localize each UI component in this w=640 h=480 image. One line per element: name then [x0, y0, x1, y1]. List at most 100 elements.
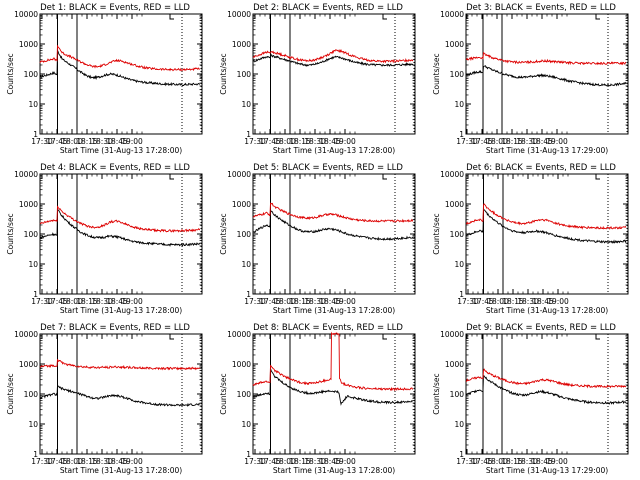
x-tick-label: 19:00	[334, 457, 356, 466]
chart-title: Det 9: BLACK = Events, RED = LLD	[466, 323, 616, 333]
x-tick-label: 17:45	[46, 297, 68, 306]
x-tick-label: 17:45	[259, 297, 281, 306]
corner-mark	[382, 14, 387, 20]
y-tick-label: 1000	[445, 40, 464, 49]
x-tick-label: 18:15	[501, 457, 523, 466]
corner-mark	[595, 14, 600, 20]
x-tick-label: 18:00	[274, 137, 296, 146]
x-tick-label: 17:30	[31, 137, 53, 146]
x-tick-label: 17:45	[46, 137, 68, 146]
chart-panel-2: Det 2: BLACK = Events, RED = LLD 1 10 100 10…	[219, 3, 416, 155]
y-tick-label: 10000	[14, 10, 38, 19]
x-tick-label: 17:30	[456, 457, 478, 466]
plot-frame	[252, 333, 416, 455]
corner-mark	[169, 174, 174, 180]
x-tick-label: 17:45	[471, 457, 493, 466]
x-tick-label: 18:45	[106, 297, 128, 306]
y-tick-label: 100	[24, 70, 39, 79]
x-tick-label: 18:30	[91, 457, 113, 466]
chart-panel-1: Det 1: BLACK = Events, RED = LLD 1 10 100 10…	[6, 3, 203, 155]
x-tick-label: 18:45	[319, 457, 341, 466]
x-tick-label: 18:30	[304, 297, 326, 306]
x-axis-label: Start Time (31-Aug-13 17:28:00)	[60, 466, 182, 475]
y-tick-label: 10	[28, 420, 38, 429]
x-tick-label: 18:15	[76, 297, 98, 306]
series-line-events-black	[465, 208, 627, 244]
series-line-lld-red	[466, 51, 627, 66]
x-tick-label: 17:45	[471, 137, 493, 146]
x-tick-label: 18:00	[486, 457, 508, 466]
series-line-lld-red	[252, 48, 414, 64]
x-tick-label: 17:30	[456, 137, 478, 146]
chart-title: Det 7: BLACK = Events, RED = LLD	[40, 323, 190, 333]
y-tick-label: 1	[33, 450, 38, 459]
plot-frame	[39, 333, 203, 455]
series-line-lld-red	[465, 368, 627, 389]
y-tick-label: 10	[241, 260, 251, 269]
series-line-lld-red	[39, 205, 201, 233]
x-tick-label: 18:15	[76, 457, 98, 466]
x-tick-label: 18:15	[289, 297, 311, 306]
y-tick-label: 10	[454, 260, 464, 269]
y-tick-label: 10000	[227, 330, 251, 339]
x-axis-label: Start Time (31-Aug-13 17:28:00)	[273, 306, 395, 315]
x-tick-label: 18:00	[61, 457, 83, 466]
y-tick-label: 1	[459, 290, 464, 299]
y-tick-label: 10000	[14, 330, 38, 339]
y-axis-label: Counts/sec	[219, 213, 228, 254]
plot-frame	[465, 333, 629, 455]
y-tick-label: 1000	[19, 40, 38, 49]
x-tick-label: 18:45	[531, 137, 553, 146]
x-tick-label: 17:45	[46, 457, 68, 466]
y-tick-label: 1	[246, 290, 251, 299]
x-tick-label: 19:00	[334, 137, 356, 146]
x-tick-label: 17:30	[31, 457, 53, 466]
x-tick-label: 18:15	[289, 137, 311, 146]
y-tick-label: 1	[246, 130, 251, 139]
y-axis-label: Counts/sec	[432, 213, 441, 254]
y-tick-label: 100	[237, 70, 252, 79]
y-tick-label: 1	[459, 130, 464, 139]
series-line-events-black	[39, 207, 201, 247]
x-tick-label: 17:45	[472, 297, 494, 306]
x-tick-label: 17:45	[259, 457, 281, 466]
x-tick-label: 18:45	[531, 457, 553, 466]
y-tick-label: 10000	[227, 170, 251, 179]
x-tick-label: 18:15	[289, 457, 311, 466]
x-tick-label: 17:30	[244, 297, 266, 306]
x-tick-label: 18:45	[106, 137, 128, 146]
chart-panel-3: Det 3: BLACK = Events, RED = LLD 1 10 100 10…	[432, 3, 629, 155]
series-line-events-black	[465, 65, 627, 87]
series-line-events-black	[39, 384, 201, 408]
chart-panel-9: Det 9: BLACK = Events, RED = LLD 1 10 100 10…	[432, 323, 629, 475]
x-tick-label: 18:15	[76, 137, 98, 146]
y-tick-label: 10	[241, 100, 251, 109]
y-tick-label: 1000	[232, 200, 251, 209]
x-tick-label: 19:00	[121, 457, 143, 466]
corner-mark	[169, 14, 174, 20]
x-tick-label: 18:30	[91, 137, 113, 146]
corner-mark	[595, 174, 600, 180]
plot-frame	[252, 13, 416, 135]
x-tick-label: 18:15	[501, 137, 523, 146]
x-tick-label: 18:00	[61, 137, 83, 146]
y-tick-label: 1	[33, 290, 38, 299]
x-tick-label: 18:30	[517, 297, 539, 306]
x-tick-label: 17:30	[31, 297, 53, 306]
x-axis-label: Start Time (31-Aug-13 17:28:00)	[60, 146, 182, 155]
y-tick-label: 1	[246, 450, 251, 459]
plot-frame	[39, 13, 203, 135]
chart-panel-8: Det 8: BLACK = Events, RED = LLD 1 10 100 10…	[219, 323, 416, 475]
x-tick-label: 18:00	[487, 297, 509, 306]
corner-mark	[595, 334, 600, 340]
y-axis-label: Counts/sec	[6, 213, 15, 254]
chart-panel-6: Det 6: BLACK = Events, RED = LLD 1 10 100 10…	[432, 163, 629, 315]
x-tick-label: 18:00	[274, 297, 296, 306]
x-tick-label: 18:30	[304, 457, 326, 466]
x-tick-label: 18:45	[319, 137, 341, 146]
y-tick-label: 1000	[232, 40, 251, 49]
x-axis-label: Start Time (31-Aug-13 17:28:00)	[60, 306, 182, 315]
y-axis-label: Counts/sec	[432, 373, 441, 414]
y-tick-label: 100	[450, 230, 465, 239]
